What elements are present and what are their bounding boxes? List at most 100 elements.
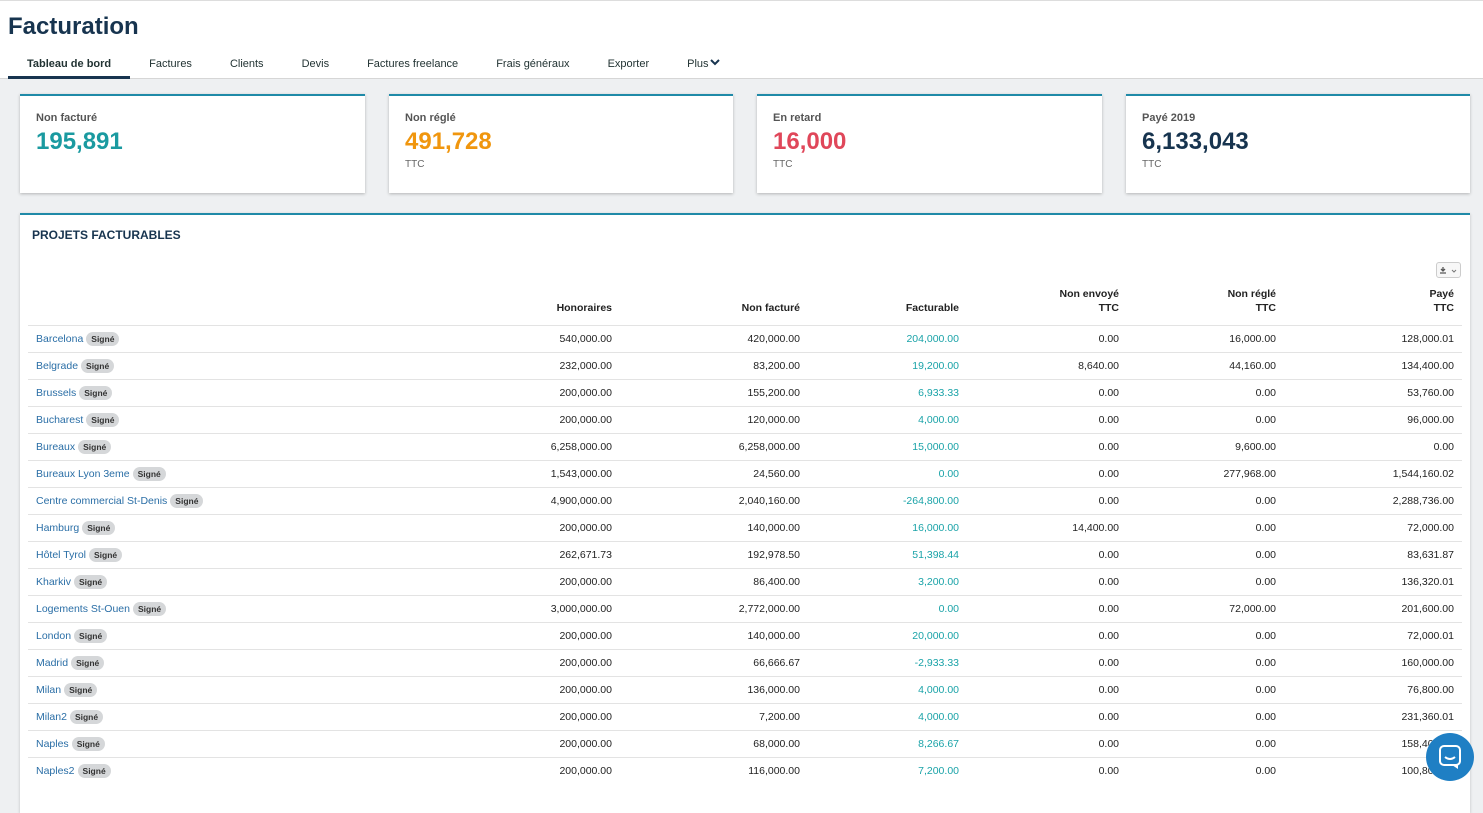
tab-label: Plus — [687, 58, 709, 70]
value-cell: 7,200.00 — [612, 702, 800, 730]
project-name[interactable]: Naples2 — [36, 764, 75, 777]
value-cell: 1,543,000.00 — [420, 459, 612, 487]
tab-label: Clients — [229, 58, 264, 70]
value-cell: 0.00 — [1119, 702, 1276, 730]
value-cell: 68,000.00 — [612, 729, 800, 757]
value-cell: 140,000.00 — [612, 621, 800, 649]
table-row: Milan Signé 200,000.00 136,000.00 4,000.00 0.… — [28, 675, 1462, 703]
stat-unit: TTC — [405, 159, 425, 170]
value-cell: 136,000.00 — [612, 675, 800, 703]
status-badge: Signé — [74, 574, 108, 589]
value-cell: 0.00 — [959, 432, 1119, 460]
tab-label: Factures freelance — [367, 58, 459, 70]
value-cell: 1,544,160.02 — [1276, 459, 1462, 487]
tab-label: Frais généraux — [496, 58, 570, 70]
stat-value: 491,728 — [405, 128, 492, 155]
project-cell: Naples Signé — [28, 729, 420, 757]
project-name[interactable]: Bureaux Lyon 3eme — [36, 467, 130, 480]
value-cell: 6,258,000.00 — [612, 432, 800, 460]
project-cell: Logements St-Ouen Signé — [28, 594, 420, 622]
value-cell: 0.00 — [959, 648, 1119, 676]
value-cell: 0.00 — [959, 378, 1119, 406]
value-cell: 0.00 — [1119, 729, 1276, 757]
value-cell: 72,000.01 — [1276, 621, 1462, 649]
column-header: Facturable — [800, 270, 959, 325]
value-cell: 200,000.00 — [420, 513, 612, 541]
project-name[interactable]: Belgrade — [36, 359, 79, 372]
project-name[interactable]: Centre commercial St-Denis — [36, 494, 168, 507]
value-cell: 200,000.00 — [420, 405, 612, 433]
status-badge: Signé — [77, 763, 111, 778]
status-badge: Signé — [71, 736, 105, 751]
value-cell: 0.00 — [800, 459, 959, 487]
value-cell: 19,200.00 — [800, 351, 959, 379]
column-header: Honoraires — [420, 270, 612, 325]
value-cell: 51,398.44 — [800, 540, 959, 568]
value-cell: 9,600.00 — [1119, 432, 1276, 460]
tab-label: Tableau de bord — [27, 58, 112, 70]
tab-label: Devis — [301, 58, 330, 70]
column-header-text: Non envoyé — [1059, 287, 1119, 300]
project-name[interactable]: Brussels — [36, 386, 77, 399]
value-cell: 4,000.00 — [800, 702, 959, 730]
value-cell: 204,000.00 — [800, 324, 959, 352]
value-cell: 134,400.00 — [1276, 351, 1462, 379]
project-name[interactable]: Naples — [36, 737, 69, 750]
project-name[interactable]: Milan2 — [36, 710, 67, 723]
tab[interactable]: Factures — [130, 53, 211, 79]
value-cell: 76,800.00 — [1276, 675, 1462, 703]
project-name[interactable]: Hamburg — [36, 521, 80, 534]
value-cell: 0.00 — [959, 621, 1119, 649]
status-badge: Signé — [86, 412, 120, 427]
header-cell — [28, 270, 420, 325]
value-cell: 0.00 — [959, 459, 1119, 487]
project-cell: Barcelona Signé — [28, 324, 420, 352]
project-name[interactable]: Milan — [36, 683, 62, 696]
status-badge: Signé — [69, 709, 104, 724]
project-name[interactable]: Barcelona — [36, 332, 84, 345]
stat-label: Payé 2019 — [1142, 112, 1196, 124]
tab[interactable]: Frais généraux — [477, 53, 588, 79]
value-cell: -2,933.33 — [800, 648, 959, 676]
status-badge: Signé — [79, 385, 113, 400]
chevron — [709, 59, 720, 66]
tab[interactable]: Factures freelance — [348, 53, 477, 79]
page-title: Facturation — [8, 13, 139, 40]
value-cell: 0.00 — [1276, 432, 1462, 460]
value-cell: 192,978.50 — [612, 540, 800, 568]
project-name[interactable]: London — [36, 629, 72, 642]
table-row: Bucharest Signé 200,000.00 120,000.00 4,000.… — [28, 405, 1462, 433]
value-cell: 2,288,736.00 — [1276, 486, 1462, 514]
status-badge: Signé — [81, 358, 115, 373]
export-button[interactable] — [1436, 262, 1461, 278]
tab[interactable]: Clients — [211, 53, 283, 79]
tab[interactable]: Plus — [668, 53, 739, 79]
value-cell: 8,640.00 — [959, 351, 1119, 379]
project-name[interactable]: Bucharest — [36, 413, 84, 426]
project-name[interactable]: Bureaux — [36, 440, 76, 453]
value-cell: 420,000.00 — [612, 324, 800, 352]
project-cell: Bucharest Signé — [28, 405, 420, 433]
value-cell: 200,000.00 — [420, 729, 612, 757]
tab[interactable]: Tableau de bord — [8, 53, 131, 79]
value-cell: 128,000.01 — [1276, 324, 1462, 352]
value-cell: 140,000.00 — [612, 513, 800, 541]
tab[interactable]: Exporter — [589, 53, 669, 79]
stat-unit: TTC — [1142, 159, 1162, 170]
project-name[interactable]: Logements St-Ouen — [36, 602, 130, 615]
value-cell: 0.00 — [1119, 648, 1276, 676]
value-cell: 200,000.00 — [420, 621, 612, 649]
value-cell: 0.00 — [959, 405, 1119, 433]
table-row: Milan2 Signé 200,000.00 7,200.00 4,000.00 0.0… — [28, 702, 1462, 730]
chat-button[interactable] — [1426, 733, 1474, 781]
column-header-text: Honoraires — [556, 301, 612, 314]
project-cell: Milan2 Signé — [28, 702, 420, 730]
value-cell: 66,666.67 — [612, 648, 800, 676]
tab[interactable]: Devis — [283, 53, 349, 79]
project-name[interactable]: Kharkiv — [36, 575, 72, 588]
project-name[interactable]: Madrid — [36, 656, 69, 669]
project-cell: Hamburg Signé — [28, 513, 420, 541]
project-name[interactable]: Hôtel Tyrol — [36, 548, 86, 561]
project-cell: Brussels Signé — [28, 378, 420, 406]
